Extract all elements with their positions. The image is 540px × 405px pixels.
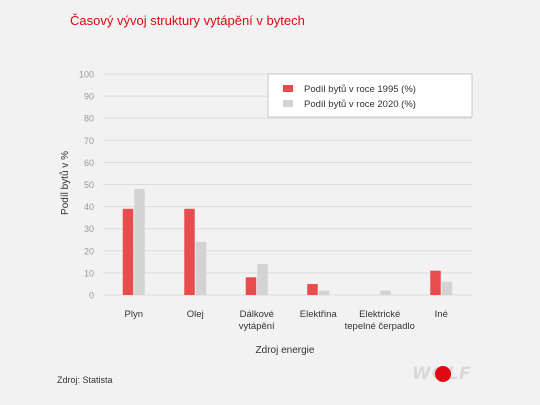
y-tick-label: 90 bbox=[84, 92, 94, 102]
y-tick-label: 0 bbox=[89, 291, 94, 301]
bar-series1-2 bbox=[245, 277, 257, 295]
y-tick-label: 70 bbox=[84, 136, 94, 146]
y-tick-label: 40 bbox=[84, 202, 94, 212]
x-tick-label: Plyn bbox=[125, 309, 143, 320]
y-tick-label: 50 bbox=[84, 180, 94, 190]
y-tick-label: 60 bbox=[84, 158, 94, 168]
bar-series2-3 bbox=[318, 290, 330, 295]
bar-series2-0 bbox=[134, 188, 145, 295]
wolf-logo: WOLF bbox=[412, 364, 482, 384]
x-tick-label: Elektrické bbox=[359, 309, 400, 320]
x-tick-label: Iné bbox=[435, 309, 448, 320]
legend-label: Podíl bytů v roce 2020 (%) bbox=[304, 99, 416, 110]
bar-series2-5 bbox=[441, 281, 453, 295]
bar-series1-0 bbox=[122, 208, 134, 295]
legend-box bbox=[267, 73, 473, 118]
bar-series1-3 bbox=[307, 283, 318, 295]
x-tick-label: tepelné čerpadlo bbox=[345, 321, 415, 332]
y-axis-label: Podíl bytů v % bbox=[59, 151, 71, 215]
x-axis-label: Zdroj energie bbox=[256, 345, 315, 356]
source-note: Zdroj: Statista bbox=[57, 375, 113, 385]
x-tick-label: Elektřina bbox=[300, 309, 338, 320]
chart-title: Časový vývoj struktury vytápění v bytech bbox=[70, 13, 305, 28]
legend-swatch bbox=[283, 85, 293, 92]
legend-label: Podíl bytů v roce 1995 (%) bbox=[304, 84, 416, 95]
y-tick-label: 100 bbox=[79, 70, 94, 80]
bar-series2-2 bbox=[257, 264, 268, 295]
logo-dot bbox=[435, 366, 451, 382]
legend: Podíl bytů v roce 1995 (%) Podíl bytů v r… bbox=[267, 73, 473, 118]
y-tick-label: 10 bbox=[84, 268, 94, 278]
y-tick-label: 80 bbox=[84, 114, 94, 124]
bar-series1-5 bbox=[430, 270, 441, 295]
x-tick-label: vytápění bbox=[239, 321, 275, 332]
legend-swatch bbox=[283, 100, 293, 107]
x-tick-label: Olej bbox=[187, 309, 204, 320]
bar-series2-1 bbox=[195, 241, 207, 295]
bar-series2-4 bbox=[380, 290, 391, 295]
y-tick-label: 20 bbox=[84, 246, 94, 256]
bars bbox=[122, 188, 453, 295]
y-tick-label: 30 bbox=[84, 224, 94, 234]
x-tick-label: Dálkové bbox=[240, 309, 274, 320]
bar-series1-1 bbox=[184, 208, 195, 295]
y-tick-labels: 0 10 20 30 40 50 60 70 80 90 100 bbox=[79, 70, 94, 301]
